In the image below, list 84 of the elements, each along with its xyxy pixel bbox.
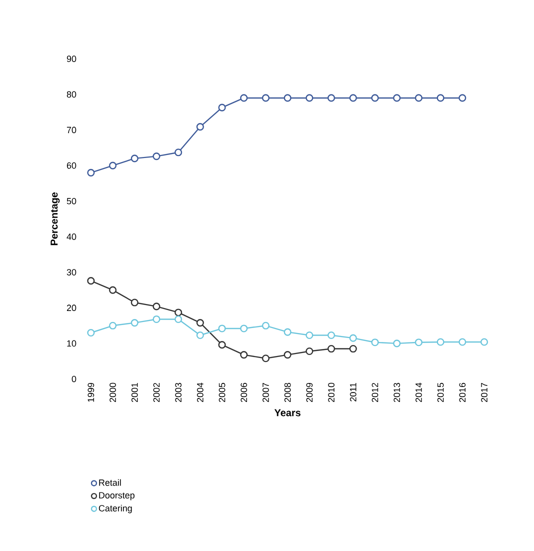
legend-label: Catering — [98, 504, 132, 514]
point — [328, 344, 336, 353]
y-tick-label: 10 — [67, 340, 76, 347]
x-tick-label: 2014 — [416, 382, 422, 402]
point — [174, 148, 182, 156]
x-tick-label: 1999 — [88, 382, 94, 402]
x-tick-label: 2013 — [394, 382, 400, 402]
x-tick-label: 2006 — [240, 382, 248, 402]
point — [240, 324, 248, 332]
x-tick-label: 2016 — [459, 382, 466, 402]
point — [436, 338, 444, 346]
point — [196, 122, 204, 131]
legend-label: Retail — [99, 479, 121, 486]
point — [108, 322, 117, 330]
point — [306, 331, 314, 340]
x-tick-label: 2015 — [437, 382, 444, 402]
point — [152, 152, 160, 160]
point — [87, 277, 95, 285]
x-tick-label: 2017 — [481, 382, 488, 402]
point — [130, 319, 138, 327]
point — [240, 94, 248, 102]
x-tick-label: 2004 — [197, 382, 204, 402]
point — [328, 331, 336, 340]
x-tick-label: 2000 — [110, 382, 116, 402]
point — [393, 94, 401, 102]
point — [349, 334, 357, 342]
point — [414, 94, 422, 102]
point — [284, 351, 292, 359]
point — [218, 104, 226, 112]
point — [218, 324, 226, 332]
point — [130, 298, 138, 306]
point — [152, 315, 160, 324]
x-tick-label: 2010 — [328, 382, 334, 402]
point — [108, 162, 117, 170]
x-tick-label: 2009 — [306, 382, 313, 402]
point — [262, 94, 270, 102]
point — [436, 94, 444, 102]
point — [87, 168, 95, 176]
point — [262, 354, 270, 362]
point — [328, 94, 336, 102]
point — [284, 328, 292, 336]
x-tick-label: 2001 — [131, 382, 138, 402]
point — [196, 331, 204, 340]
y-axis-title: Percentage — [50, 192, 60, 246]
y-tick-label: 0 — [72, 376, 76, 382]
y-tick-label: 30 — [66, 269, 76, 276]
point — [306, 94, 314, 102]
y-tick-label: 90 — [66, 56, 76, 62]
x-tick-label: 2007 — [262, 382, 269, 402]
point — [306, 347, 314, 356]
x-tick-label: 2002 — [153, 382, 160, 402]
y-tick-label: 20 — [66, 304, 76, 312]
point — [152, 302, 160, 310]
y-tick-label: 80 — [66, 91, 76, 98]
point — [371, 338, 379, 346]
point — [130, 154, 138, 162]
point — [393, 340, 401, 348]
x-axis-title: Years — [274, 409, 300, 416]
point — [196, 319, 204, 327]
point — [218, 341, 226, 349]
y-tick-label: 70 — [66, 126, 76, 134]
y-tick-label: 60 — [66, 162, 76, 169]
point — [108, 286, 117, 294]
point — [414, 338, 422, 346]
x-tick-label: 2005 — [218, 382, 226, 402]
x-tick-label: 2003 — [175, 382, 182, 402]
point — [458, 94, 466, 102]
x-tick-label: 2012 — [372, 382, 378, 402]
point — [87, 328, 95, 337]
x-tick-label: 2011 — [350, 382, 356, 402]
legend-label: Doorstep — [99, 492, 134, 500]
point — [262, 322, 270, 330]
point — [284, 94, 292, 102]
point — [458, 338, 466, 346]
x-tick-label: 2008 — [284, 382, 291, 402]
point — [371, 94, 379, 102]
point — [240, 351, 248, 359]
point — [349, 94, 357, 102]
point — [349, 344, 357, 353]
y-tick-label: 50 — [66, 198, 76, 204]
point — [174, 308, 182, 316]
point — [480, 338, 488, 346]
y-tick-label: 40 — [66, 234, 76, 240]
point — [174, 315, 182, 324]
